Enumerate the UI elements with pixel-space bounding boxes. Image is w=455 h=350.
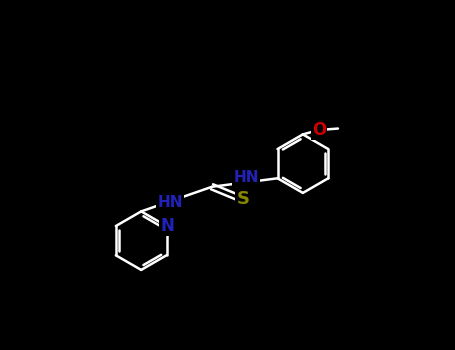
Text: O: O	[312, 121, 326, 139]
Text: S: S	[237, 190, 249, 208]
Text: N: N	[160, 217, 174, 235]
Text: HN: HN	[233, 170, 259, 186]
Text: HN: HN	[158, 195, 183, 210]
